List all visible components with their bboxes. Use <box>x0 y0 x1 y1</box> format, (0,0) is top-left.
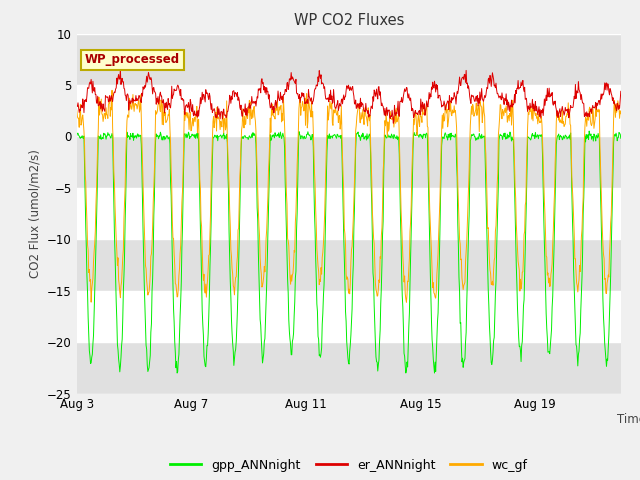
Y-axis label: CO2 Flux (umol/m2/s): CO2 Flux (umol/m2/s) <box>29 149 42 278</box>
Text: WP_processed: WP_processed <box>85 53 180 66</box>
X-axis label: Time: Time <box>617 413 640 426</box>
Legend: gpp_ANNnight, er_ANNnight, wc_gf: gpp_ANNnight, er_ANNnight, wc_gf <box>165 454 532 477</box>
Bar <box>77 240 621 291</box>
Bar <box>77 136 621 188</box>
Title: WP CO2 Fluxes: WP CO2 Fluxes <box>294 13 404 28</box>
Bar <box>77 342 621 394</box>
Bar <box>77 34 621 85</box>
